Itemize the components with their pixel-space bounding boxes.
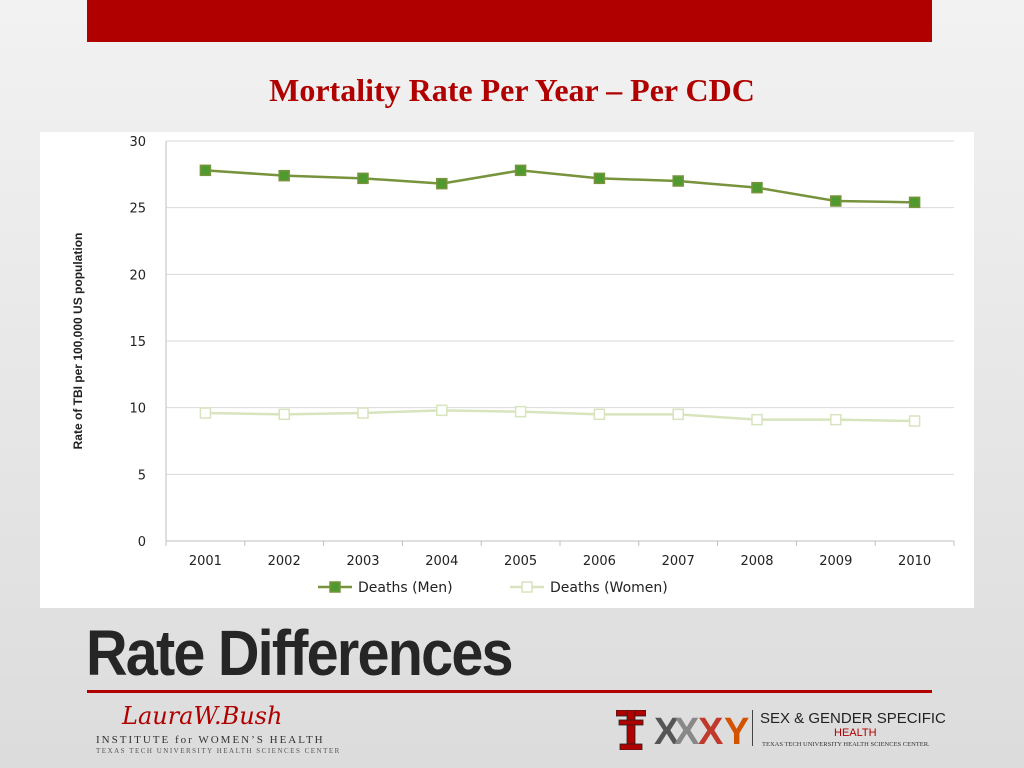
- data-point-men: [672, 175, 684, 187]
- data-point-women: [357, 407, 369, 419]
- svg-text:X: X: [698, 711, 724, 750]
- laura-bush-institute-logo: LauraW.Bush INSTITUTE for WOMEN’S HEALTH…: [90, 700, 350, 760]
- sex-gender-health-logo: X X X Y SEX & GENDER SPECIFIC HEALTH TEX…: [616, 708, 946, 752]
- data-point-women: [830, 413, 842, 426]
- logo-institute-text: INSTITUTE for WOMEN’S HEALTH: [96, 734, 325, 746]
- y-tick-label: 5: [138, 468, 146, 483]
- data-point-men: [908, 196, 921, 209]
- data-point-men: [436, 177, 448, 190]
- data-point-men: [514, 164, 527, 177]
- y-tick-label: 30: [129, 135, 146, 150]
- legend-label-women: Deaths (Women): [550, 580, 668, 596]
- data-point-women: [908, 415, 921, 427]
- svg-text:X: X: [674, 711, 700, 750]
- logo-divider: [752, 710, 753, 746]
- x-tick-label: 2010: [898, 554, 931, 569]
- x-tick-label: 2008: [740, 554, 773, 569]
- y-tick-label: 10: [129, 402, 146, 417]
- data-point-men: [830, 195, 842, 207]
- data-point-men: [278, 169, 290, 182]
- data-point-women: [751, 413, 763, 426]
- legend-marker-women: [521, 581, 533, 593]
- data-point-women: [593, 408, 606, 421]
- xxy-icon: X X X Y: [654, 711, 749, 750]
- logo-subtitle: HEALTH: [834, 727, 877, 739]
- series-line-men: [205, 169, 915, 204]
- data-point-women: [199, 407, 212, 419]
- legend-label-men: Deaths (Men): [358, 580, 453, 596]
- slide-title: Mortality Rate Per Year – Per CDC: [269, 72, 755, 108]
- data-point-men: [751, 181, 763, 194]
- data-point-women: [514, 405, 527, 418]
- section-heading: Rate Differences: [86, 617, 514, 689]
- y-axis-label: Rate of TBI per 100,000 US population: [71, 233, 85, 450]
- x-tick-label: 2005: [504, 554, 537, 569]
- data-point-men: [593, 172, 606, 185]
- x-tick-label: 2006: [583, 554, 616, 569]
- y-tick-label: 0: [138, 535, 146, 550]
- logo-title: SEX & GENDER SPECIFIC: [760, 710, 946, 727]
- svg-text:X: X: [654, 711, 680, 750]
- x-tick-label: 2007: [662, 554, 695, 569]
- data-point-women: [672, 408, 684, 421]
- y-tick-label: 15: [129, 335, 146, 350]
- legend-marker-men: [329, 581, 341, 593]
- x-tick-label: 2003: [346, 554, 379, 569]
- top-accent-bar: [87, 0, 932, 42]
- chart-panel: 0 5 10 15 20 25 30 2001 2002 2003 2004 2005 2006 2007…: [40, 132, 974, 608]
- x-tick-label: 2002: [268, 554, 301, 569]
- y-tick-label: 20: [129, 268, 146, 283]
- logo-signature: LauraW.Bush: [122, 702, 283, 730]
- svg-text:Y: Y: [724, 711, 749, 750]
- x-tick-label: 2004: [425, 554, 458, 569]
- double-t-icon: [616, 710, 646, 750]
- x-tick-label: 2001: [189, 554, 222, 569]
- data-point-men: [357, 172, 369, 185]
- y-tick-label: 25: [129, 202, 146, 217]
- x-tick-label: 2009: [819, 554, 852, 569]
- heading-underline: [87, 690, 932, 693]
- data-point-women: [436, 404, 448, 417]
- tbi-mortality-line-chart: 0 5 10 15 20 25 30 2001 2002 2003 2004 2005 2006 2007…: [71, 135, 955, 596]
- data-point-women: [278, 408, 290, 421]
- series-line-women: [205, 409, 915, 423]
- logo-university-text: TEXAS TECH UNIVERSITY HEALTH SCIENCES CE…: [96, 747, 341, 755]
- data-point-men: [199, 164, 212, 177]
- logo-org: TEXAS TECH UNIVERSITY HEALTH SCIENCES CE…: [762, 741, 930, 748]
